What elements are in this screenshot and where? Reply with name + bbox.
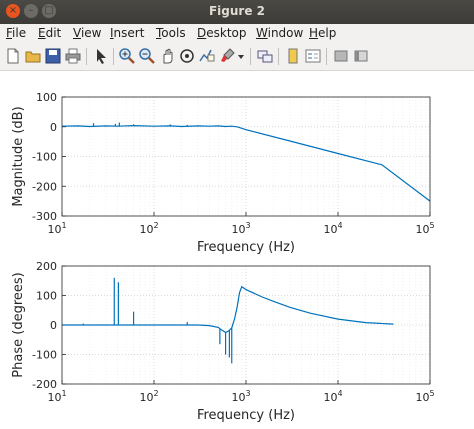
- series-line: [62, 285, 394, 334]
- y-axis-label: Magnitude (dB): [11, 106, 26, 206]
- toolbar-separator: [250, 48, 251, 65]
- maximize-button[interactable]: □: [42, 4, 56, 18]
- y-tick-label: -100: [32, 349, 57, 362]
- print-icon[interactable]: [64, 47, 82, 65]
- x-tick-exponent: 1: [61, 221, 66, 230]
- hide-plot-tools-icon[interactable]: [332, 47, 350, 65]
- x-tick-exponent: 3: [245, 389, 250, 398]
- x-tick-exponent: 2: [153, 389, 158, 398]
- show-plot-tools-icon[interactable]: [352, 47, 370, 65]
- minimize-button[interactable]: –: [24, 4, 38, 18]
- menu-window[interactable]: Window: [256, 26, 304, 40]
- x-tick-exponent: 4: [337, 221, 342, 230]
- data-cursor-icon[interactable]: [198, 47, 216, 65]
- menu-edit[interactable]: Edit: [38, 26, 62, 40]
- toolbar-separator: [326, 48, 327, 65]
- maximize-icon: □: [44, 5, 54, 16]
- x-tick-label: 101: [47, 221, 66, 236]
- window-titlebar: × – □ Figure 2: [0, 0, 474, 24]
- axes-frame: [61, 265, 431, 385]
- x-axis-label: Frequency (Hz): [197, 408, 295, 423]
- y-tick-label: -200: [32, 378, 57, 391]
- axes-frame: [61, 96, 431, 217]
- x-tick-exponent: 2: [153, 221, 158, 230]
- figure-toolbar: [0, 44, 474, 71]
- menu-bar: File Edit View Insert Tools Desktop Wind…: [0, 24, 474, 44]
- toolbar-separator: [86, 48, 87, 65]
- y-tick-label: 0: [50, 121, 57, 134]
- window-title: Figure 2: [208, 4, 266, 18]
- x-tick-label: 105: [415, 389, 434, 404]
- menu-desktop[interactable]: Desktop: [197, 26, 247, 40]
- open-file-icon[interactable]: [24, 47, 42, 65]
- y-tick-label: 100: [36, 91, 57, 104]
- y-tick-label: -300: [32, 210, 57, 223]
- figure-canvas: 100 0 -100 -200 -300 101 102 103 104 105 Frequency…: [0, 71, 474, 425]
- y-axis-label: Phase (degrees): [11, 272, 26, 377]
- toolbar-separator: [278, 48, 279, 65]
- x-tick-label: 104: [323, 389, 342, 404]
- x-tick-label: 104: [323, 221, 342, 236]
- x-tick-exponent: 4: [337, 389, 342, 398]
- x-tick-label: 105: [415, 221, 434, 236]
- link-plot-icon[interactable]: [256, 47, 274, 65]
- y-tick-label: -200: [32, 180, 57, 193]
- y-tick-label: -100: [32, 151, 57, 164]
- new-figure-icon[interactable]: [4, 47, 22, 65]
- zoom-out-icon[interactable]: [138, 47, 156, 65]
- menu-insert[interactable]: Insert: [110, 26, 145, 40]
- x-axis-label: Frequency (Hz): [197, 240, 295, 255]
- y-tick-label: 200: [36, 260, 57, 273]
- pan-icon[interactable]: [158, 47, 176, 65]
- insert-legend-icon[interactable]: [304, 47, 322, 65]
- close-button[interactable]: ×: [6, 4, 20, 18]
- x-tick-label: 102: [139, 389, 158, 404]
- y-tick-label: 0: [50, 319, 57, 332]
- x-tick-exponent: 3: [245, 221, 250, 230]
- menu-help[interactable]: Help: [309, 26, 337, 40]
- y-tick-label: 100: [36, 290, 57, 303]
- series-line: [61, 124, 431, 202]
- x-tick-label: 102: [139, 221, 158, 236]
- brush-icon[interactable]: [218, 47, 236, 65]
- x-tick-exponent: 5: [429, 389, 434, 398]
- x-tick-exponent: 5: [429, 221, 434, 230]
- dropdown-icon[interactable]: [236, 47, 246, 65]
- menu-file[interactable]: File: [6, 26, 27, 40]
- save-icon[interactable]: [44, 47, 62, 65]
- minimize-icon: –: [28, 5, 34, 16]
- pointer-icon[interactable]: [92, 47, 110, 65]
- x-tick-exponent: 1: [61, 389, 66, 398]
- zoom-in-icon[interactable]: [118, 47, 136, 65]
- close-icon: ×: [8, 5, 18, 16]
- insert-colorbar-icon[interactable]: [284, 47, 302, 65]
- x-tick-label: 103: [231, 221, 250, 236]
- toolbar-separator: [113, 48, 114, 65]
- x-tick-label: 103: [231, 389, 250, 404]
- rotate-3d-icon[interactable]: [178, 47, 196, 65]
- menu-view[interactable]: View: [73, 26, 102, 40]
- menu-tools[interactable]: Tools: [156, 26, 186, 40]
- x-tick-label: 101: [47, 389, 66, 404]
